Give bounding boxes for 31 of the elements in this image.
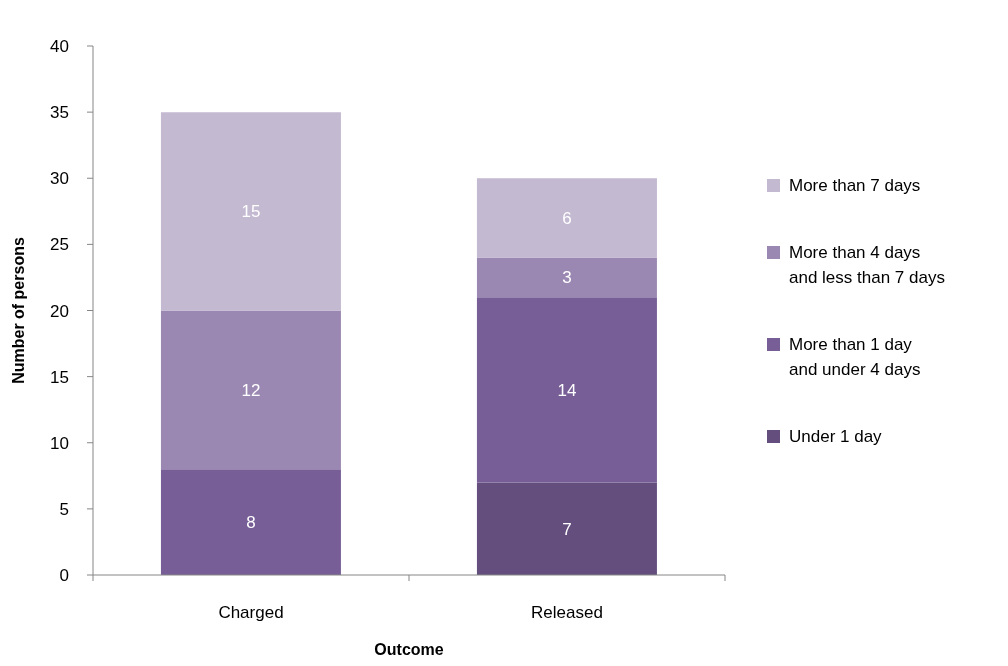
- bar: [476, 257, 657, 298]
- data-label: 7: [562, 519, 572, 539]
- y-tick-label: 25: [50, 235, 69, 255]
- data-label: 12: [241, 380, 261, 400]
- y-tick-label: 40: [50, 37, 69, 57]
- y-tick-label: 10: [50, 433, 69, 453]
- data-label: 15: [241, 202, 261, 222]
- data-label: 3: [562, 268, 572, 288]
- data-label: 8: [246, 513, 256, 533]
- bar: [476, 178, 657, 258]
- bar: [476, 482, 657, 575]
- bar: [476, 297, 657, 483]
- x-tick-label: Released: [531, 603, 603, 622]
- x-axis-title: Outcome: [374, 641, 444, 658]
- data-label: 6: [562, 208, 572, 228]
- bar: [160, 112, 341, 311]
- y-tick-label: 30: [50, 169, 69, 189]
- bar: [160, 310, 341, 470]
- y-axis-title: Number of persons: [10, 237, 27, 384]
- y-tick-label: 5: [59, 499, 69, 519]
- y-tick-label: 15: [50, 367, 69, 387]
- data-label: 14: [557, 380, 577, 400]
- y-tick-label: 20: [50, 301, 69, 321]
- legend-label: Under 1 day: [789, 425, 882, 448]
- legend-label: More than 4 days and less than 7 days: [789, 241, 945, 289]
- legend-label: More than 7 days: [789, 174, 921, 197]
- x-tick-label: Charged: [218, 603, 284, 622]
- y-tick-label: 35: [50, 103, 69, 123]
- bar: [160, 469, 341, 575]
- legend-label: More than 1 day and under 4 days: [789, 333, 921, 381]
- y-tick-label: 0: [59, 566, 69, 586]
